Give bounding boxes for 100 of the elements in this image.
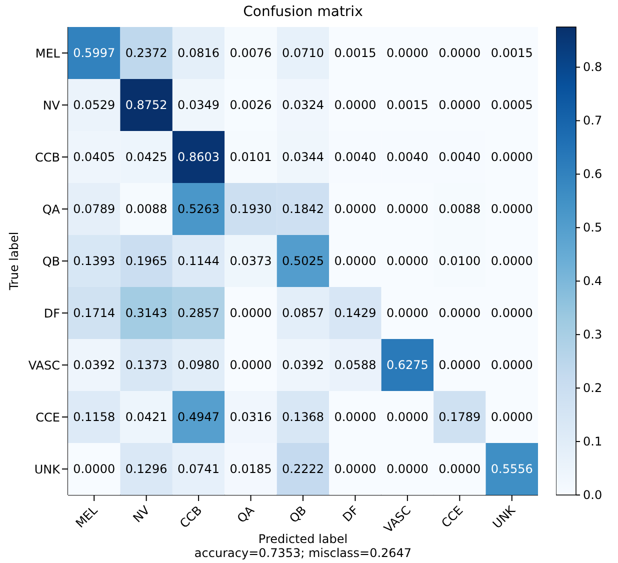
data-label: 0.0000 [386,410,428,424]
data-label: 0.0000 [438,358,481,372]
x-tick-label: NV [130,502,154,526]
data-label: 0.8603 [178,150,220,164]
data-label: 0.0000 [386,46,428,60]
data-label: 0.1158 [73,410,116,424]
data-label: 0.0088 [125,202,168,216]
data-label: 0.0000 [438,462,481,476]
color-bar-label: 0.3 [583,328,602,342]
data-label: 0.0100 [438,254,481,268]
data-label: 0.0000 [490,410,533,424]
data-label: 0.0185 [230,462,272,476]
data-label: 0.5997 [73,46,116,60]
data-label: 0.1930 [230,202,272,216]
data-label: 0.0015 [334,46,376,60]
y-axis-title: True label [7,232,21,290]
data-label: 0.1965 [125,254,168,268]
color-bar-label: 0.8 [583,60,602,74]
data-label: 0.0000 [438,306,481,320]
data-label: 0.1373 [125,358,168,372]
data-label: 0.0373 [230,254,272,268]
data-label: 0.0000 [334,254,376,268]
data-label: 0.0000 [386,462,428,476]
data-label: 0.5025 [282,254,324,268]
data-label: 0.0392 [282,358,324,372]
data-label: 0.2222 [282,462,324,476]
y-tick-label: QB [42,254,60,268]
data-label: 0.1429 [334,306,376,320]
data-label: 0.0741 [178,462,220,476]
data-label: 0.1789 [438,410,481,424]
x-tick-label: MEL [72,503,100,531]
data-label: 0.1714 [73,306,116,320]
data-label: 0.0324 [282,98,324,112]
data-label: 0.0000 [334,98,376,112]
color-bar-label: 0.2 [583,381,602,396]
data-label: 0.0000 [386,306,428,320]
data-label: 0.0000 [230,358,272,372]
data-label: 0.0392 [73,358,116,372]
data-label: 0.0000 [386,202,428,216]
data-label: 0.1842 [282,202,324,216]
data-label: 0.0405 [73,150,116,164]
data-label: 0.0015 [386,98,428,112]
data-label: 0.0529 [73,98,116,112]
x-tick-label: QA [234,502,258,526]
data-label: 0.1296 [125,462,168,476]
data-label: 0.0857 [282,306,324,320]
data-label: 0.0000 [490,254,533,268]
data-label: 0.0015 [490,46,533,60]
data-label: 0.0040 [334,150,376,164]
x-axis-title: Predicted label [258,532,348,546]
color-bar-label: 0.5 [583,220,602,235]
color-bar-label: 0.7 [583,114,602,128]
y-tick-label: DF [44,306,60,320]
data-label: 0.0349 [178,98,220,112]
x-tick-label: QB [286,503,310,526]
y-tick-label: VASC [28,358,60,372]
y-tick-label: CCE [36,410,60,424]
data-label: 0.0710 [282,46,324,60]
data-label: 0.0076 [230,46,272,60]
data-label: 0.0316 [230,410,272,424]
data-label: 0.8752 [125,98,168,112]
data-label: 0.0101 [230,150,272,164]
data-label: 0.0000 [438,98,481,112]
y-tick-label: NV [42,98,61,112]
data-label: 0.1368 [282,410,324,424]
data-label: 0.0000 [438,46,481,60]
y-tick-label: CCB [35,150,60,164]
color-bar-label: 0.4 [583,274,602,288]
data-label: 0.6275 [386,358,428,372]
data-label: 0.0816 [178,46,220,60]
data-label: 0.0000 [230,306,272,320]
data-label: 0.0421 [125,410,168,424]
data-label: 0.0000 [490,358,533,372]
data-label: 0.0000 [490,202,533,216]
x-tick-label: DF [340,503,362,525]
data-label: 0.2857 [178,306,220,320]
data-label: 0.1393 [73,254,116,268]
color-bar-label: 0.6 [583,167,602,182]
data-label: 0.0000 [73,462,116,476]
color-bar-label: 0.0 [583,488,602,502]
data-label: 0.0425 [125,150,168,164]
data-label: 0.0000 [490,150,533,164]
y-tick-label: QA [42,202,61,216]
data-label: 0.0000 [334,410,376,424]
data-label: 0.0000 [386,254,428,268]
data-label: 0.0005 [490,98,533,112]
data-label: 0.4947 [178,410,220,424]
data-label: 0.2372 [125,46,168,60]
color-bar-label: 0.1 [583,434,602,449]
data-label: 0.0000 [334,462,376,476]
data-label: 0.5263 [178,202,220,216]
data-label: 0.5556 [490,462,533,476]
data-label: 0.1144 [178,254,220,268]
data-label: 0.0980 [178,358,220,372]
data-label: 0.3143 [125,306,168,320]
data-label: 0.0088 [438,202,481,216]
data-label: 0.0344 [282,150,324,164]
data-label: 0.0000 [334,202,376,216]
text: accuracy=0.7353; misclass=0.2647 [194,546,412,560]
data-label: 0.0040 [386,150,428,164]
